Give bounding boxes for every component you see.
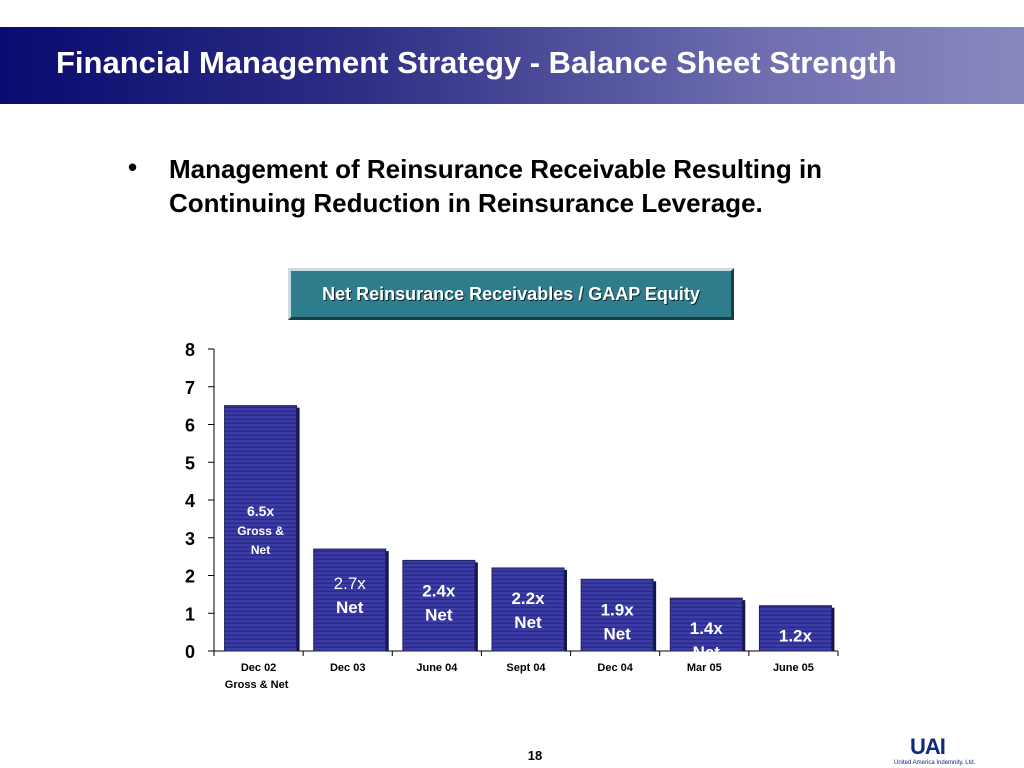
bar bbox=[491, 567, 565, 652]
x-category-label: Dec 04 bbox=[597, 662, 633, 674]
chart-title-box: Net Reinsurance Receivables / GAAP Equit… bbox=[288, 268, 734, 320]
logo-company-name: United America Indemnity, Ltd. bbox=[894, 760, 976, 766]
bar-data-label: 2.2x bbox=[511, 589, 545, 608]
bar bbox=[402, 559, 476, 652]
bar bbox=[224, 405, 298, 652]
y-tick-label: 6 bbox=[185, 416, 195, 436]
bar-data-label: Net bbox=[251, 543, 270, 557]
x-category-label: Dec 02 bbox=[241, 662, 276, 674]
bar-data-label: 1.4x bbox=[690, 619, 724, 638]
y-tick-label: 1 bbox=[185, 604, 195, 624]
x-category-label: Sept 04 bbox=[506, 662, 546, 674]
bar-data-label: Net bbox=[782, 651, 810, 670]
y-tick-label: 8 bbox=[185, 340, 195, 360]
y-tick-label: 2 bbox=[185, 567, 195, 587]
bar bbox=[580, 578, 654, 652]
page-number: 18 bbox=[527, 748, 543, 763]
bar-data-label: Net bbox=[693, 643, 721, 662]
company-logo: UAI United America Indemnity, Ltd. bbox=[894, 736, 978, 768]
x-category-label: June 04 bbox=[416, 662, 458, 674]
slide-header: Financial Management Strategy - Balance … bbox=[0, 27, 1024, 104]
bullet-marker: • bbox=[128, 152, 138, 182]
chart-title: Net Reinsurance Receivables / GAAP Equit… bbox=[322, 283, 700, 304]
x-category-label: June 05 bbox=[773, 662, 814, 674]
slide-title: Financial Management Strategy - Balance … bbox=[56, 45, 897, 80]
bar-data-label: 6.5x bbox=[247, 503, 274, 519]
bar-data-label: 1.9x bbox=[601, 600, 635, 619]
bar bbox=[313, 548, 387, 652]
y-tick-label: 4 bbox=[185, 491, 195, 511]
bar-data-label: Gross & bbox=[237, 524, 284, 538]
bar-data-label: Net bbox=[603, 624, 631, 643]
bar-data-label: 2.7x bbox=[334, 574, 367, 593]
bar-data-label: 1.2x bbox=[779, 627, 813, 646]
logo-mark: UAI bbox=[910, 734, 946, 759]
y-tick-label: 3 bbox=[185, 529, 195, 549]
bar-data-label: Net bbox=[425, 605, 453, 624]
bar-data-label: Net bbox=[336, 598, 364, 617]
y-tick-label: 7 bbox=[185, 378, 195, 398]
y-tick-label: 5 bbox=[185, 453, 195, 473]
x-category-label: Dec 03 bbox=[330, 662, 365, 674]
x-category-label: Mar 05 bbox=[687, 662, 722, 674]
bar-data-label: Net bbox=[514, 613, 542, 632]
bar bbox=[758, 605, 832, 652]
x-category-label: Gross & Net bbox=[225, 679, 289, 691]
bar bbox=[669, 597, 743, 652]
bar-data-label: 2.4x bbox=[422, 581, 456, 600]
y-tick-label: 0 bbox=[185, 642, 195, 662]
bullet-text: Management of Reinsurance Receivable Res… bbox=[169, 154, 823, 218]
